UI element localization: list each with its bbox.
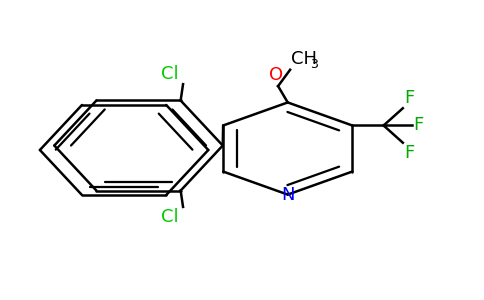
Text: Cl: Cl	[161, 208, 178, 226]
Text: F: F	[404, 144, 414, 162]
Text: N: N	[281, 186, 294, 204]
Text: CH: CH	[291, 50, 317, 68]
Text: Cl: Cl	[161, 65, 178, 83]
Text: F: F	[413, 116, 423, 134]
Text: F: F	[404, 89, 414, 107]
Text: 3: 3	[310, 58, 318, 70]
Text: O: O	[269, 66, 283, 84]
